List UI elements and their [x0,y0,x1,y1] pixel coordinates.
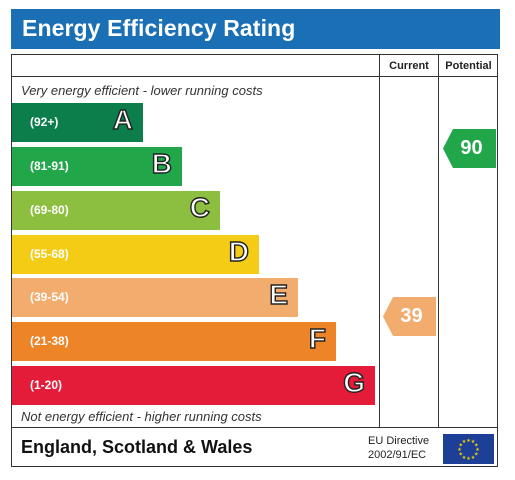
band-a-letter: A [112,103,134,135]
band-d-letter: D [228,235,250,267]
eu-flag-icon: ★★★★★★★★★ ★ ★★ [443,434,494,464]
rating-table [11,54,498,467]
band-e: (39-54) E [12,278,298,317]
current-column-header: Current [389,60,429,72]
top-caption: Very energy efficient - lower running co… [21,83,263,98]
band-b-range: (81-91) [30,159,69,173]
title-bar: Energy Efficiency Rating [11,9,500,49]
eu-flag-star: ★ [474,443,479,449]
band-c-range: (69-80) [30,203,69,217]
band-e-letter: E [269,278,289,310]
band-g: (1-20) G [12,366,375,405]
eu-directive: EU Directive 2002/91/EC [368,434,429,462]
band-d-range: (55-68) [30,247,69,261]
band-c: (69-80) C [12,191,220,230]
band-f-letter: F [308,322,327,354]
band-a: (92+) A [12,103,143,142]
band-g-letter: G [343,366,366,398]
eu-directive-line1: EU Directive [368,435,430,447]
eu-flag-star: ★ [457,447,462,453]
eu-flag-star: ★ [458,443,463,449]
bottom-caption: Not energy efficient - higher running co… [21,409,262,424]
potential-column-header: Potential [445,60,492,72]
band-d: (55-68) D [12,235,259,274]
potential-rating-arrow: 90 [443,129,496,168]
eu-flag-star: ★ [466,438,471,444]
footer-divider [11,427,498,428]
eu-flag-star: ★ [474,452,479,458]
band-f-range: (21-38) [30,334,69,348]
eu-flag-star: ★ [475,447,480,453]
eu-flag-star: ★ [471,439,476,445]
column-divider-potential [438,54,439,428]
eu-flag-star: ★ [458,452,463,458]
eu-flag-star: ★ [462,439,467,445]
eu-flag-star: ★ [462,455,467,461]
page-title: Energy Efficiency Rating [22,15,296,41]
header-divider [11,76,498,77]
eu-flag-star: ★ [471,455,476,461]
band-a-range: (92+) [30,115,59,129]
potential-rating-value: 90 [460,137,483,159]
eu-flag-star: ★ [466,456,471,462]
region-label: England, Scotland & Wales [21,437,253,457]
band-f: (21-38) F [12,322,336,361]
band-e-range: (39-54) [30,290,69,304]
current-rating-arrow: 39 [383,297,436,336]
column-divider-current [379,54,380,428]
band-c-letter: C [189,191,211,223]
band-b: (81-91) B [12,147,182,186]
band-b-letter: B [151,147,173,179]
current-rating-value: 39 [400,305,423,327]
band-g-range: (1-20) [30,378,63,392]
eu-directive-line2: 2002/91/EC [368,449,427,461]
